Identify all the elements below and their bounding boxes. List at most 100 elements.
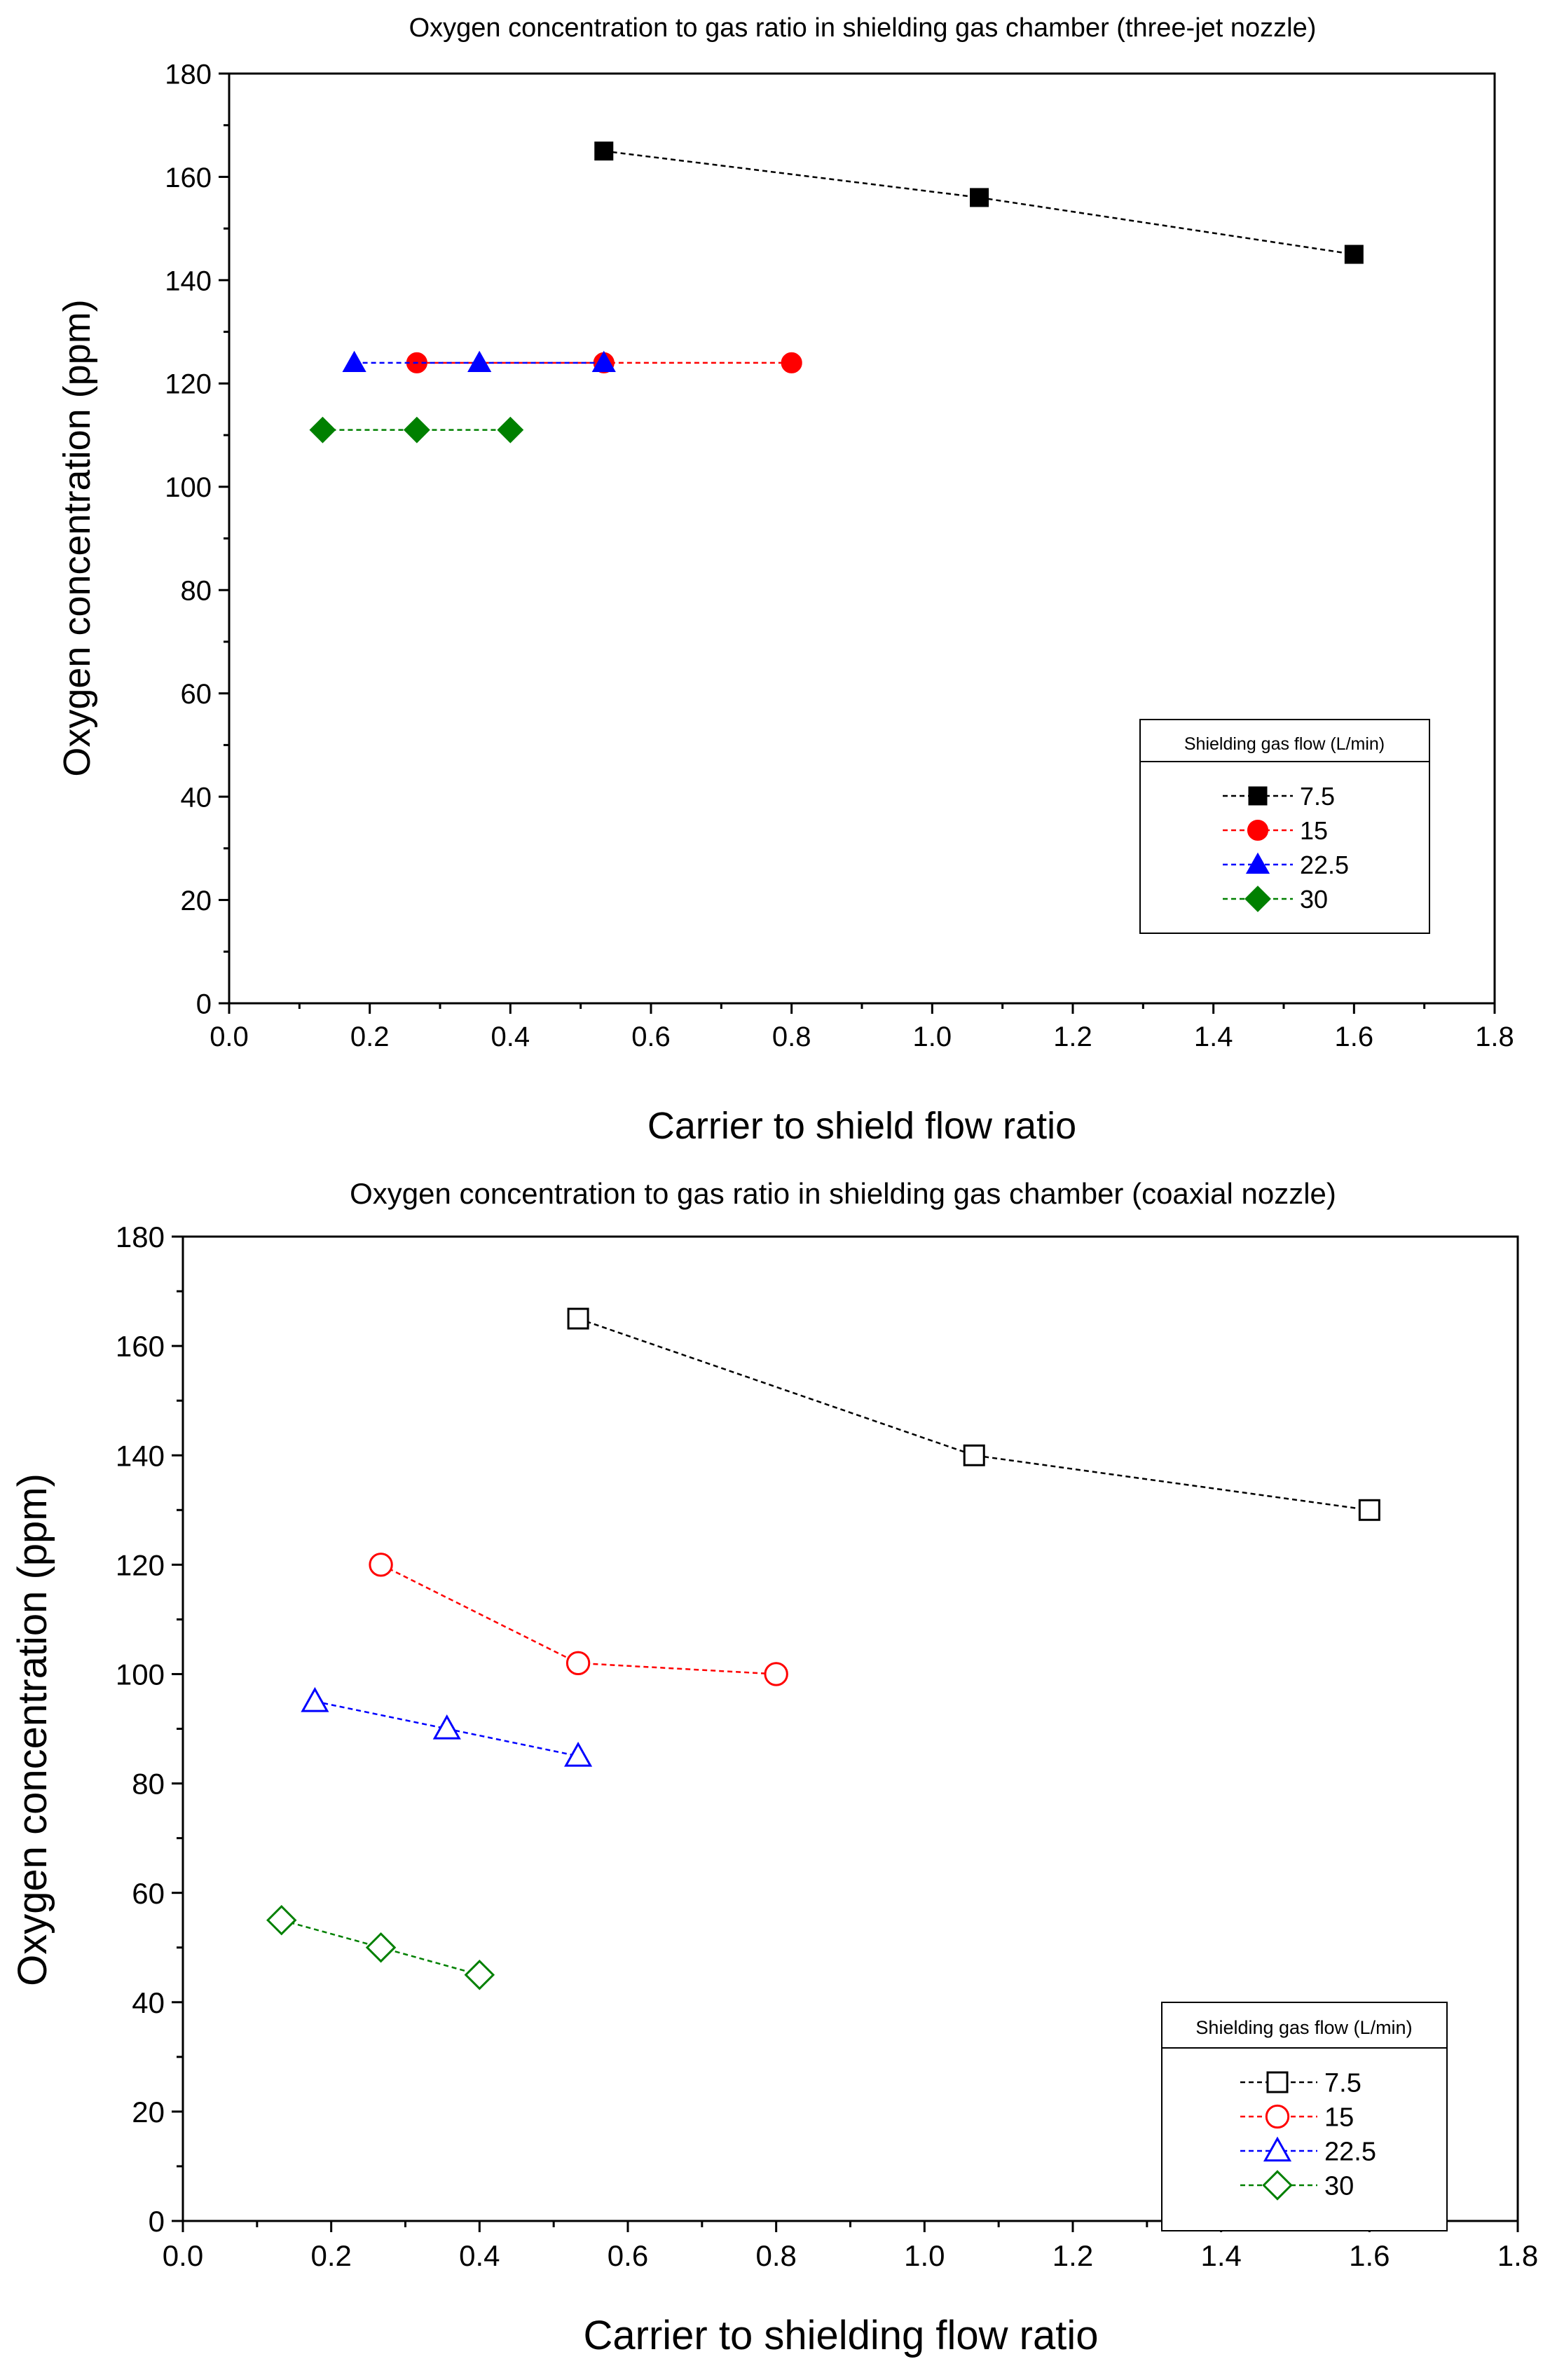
y-tick-label: 40 xyxy=(132,1986,165,2019)
x-tick-label: 1.0 xyxy=(904,2239,945,2272)
chart-three-jet-nozzle: Oxygen concentration to gas ratio in shi… xyxy=(56,13,1514,1147)
y-tick-label: 80 xyxy=(132,1768,165,1801)
legend: Shielding gas flow (L/min) 7.5 15 22.5 30 xyxy=(1139,719,1430,934)
x-tick-label: 0.8 xyxy=(772,1022,811,1052)
legend-frame xyxy=(1139,719,1430,934)
chart-title: Oxygen concentration to gas ratio in shi… xyxy=(409,13,1317,43)
legend-label: 15 xyxy=(1300,816,1328,845)
y-tick-label: 40 xyxy=(181,783,212,813)
data-point-22.5 xyxy=(591,350,616,373)
legend-label: 22.5 xyxy=(1324,2138,1376,2167)
y-tick-label: 120 xyxy=(116,1548,165,1581)
chart-coaxial-nozzle: Oxygen concentration to gas ratio in shi… xyxy=(10,1177,1538,2358)
legend-entries: 7.5 15 22.5 30 xyxy=(1240,2069,1376,2201)
x-tick-label: 0.6 xyxy=(631,1022,671,1052)
legend-marker xyxy=(1263,2136,1292,2162)
data-point-30 xyxy=(309,416,336,443)
y-tick-label: 20 xyxy=(132,2096,165,2128)
legend: Shielding gas flow (L/min) 7.5 15 22.5 30 xyxy=(1161,2002,1448,2231)
y-tick-label: 120 xyxy=(165,369,212,400)
data-point-22.5 xyxy=(467,350,492,373)
y-tick-label: 60 xyxy=(181,679,212,710)
data-point-30 xyxy=(266,1904,297,1936)
series-line-7.5 xyxy=(603,150,1354,256)
x-tick-label: 1.4 xyxy=(1194,1022,1233,1052)
x-tick-label: 1.0 xyxy=(913,1022,952,1052)
x-tick-label: 1.8 xyxy=(1475,1022,1514,1052)
data-point-30 xyxy=(464,1960,495,1990)
data-point-30 xyxy=(403,416,430,443)
x-tick-label: 1.8 xyxy=(1497,2239,1538,2272)
data-point-7.5 xyxy=(594,142,614,161)
x-tick-label: 1.2 xyxy=(1052,2239,1093,2272)
x-tick-label: 0.8 xyxy=(755,2239,796,2272)
legend-label: 30 xyxy=(1324,2172,1354,2201)
legend-marker xyxy=(1248,786,1268,806)
data-point-7.5 xyxy=(567,1307,589,1330)
data-point-15 xyxy=(764,1662,788,1686)
y-tick-label: 100 xyxy=(165,472,212,503)
data-point-15 xyxy=(565,1651,591,1676)
y-tick-label: 140 xyxy=(116,1439,165,1472)
legend-label: 7.5 xyxy=(1324,2069,1361,2098)
data-point-15 xyxy=(781,352,802,373)
legend-label: 7.5 xyxy=(1300,782,1335,811)
legend-label: 30 xyxy=(1300,885,1328,914)
y-tick-label: 160 xyxy=(116,1330,165,1363)
data-series xyxy=(266,1307,1380,1990)
y-tick-label: 60 xyxy=(132,1877,165,1910)
x-tick-label: 0.4 xyxy=(459,2239,500,2272)
legend-marker xyxy=(1262,2170,1293,2201)
data-point-7.5 xyxy=(1358,1499,1380,1521)
legend-marker xyxy=(1265,2104,1290,2129)
data-point-7.5 xyxy=(1344,245,1364,264)
x-tick-label: 0.2 xyxy=(350,1022,390,1052)
data-point-7.5 xyxy=(970,188,989,207)
x-tick-label: 0.0 xyxy=(210,1022,249,1052)
data-point-22.5 xyxy=(564,1741,593,1767)
legend-entries: 7.5 15 22.5 30 xyxy=(1223,782,1349,914)
y-tick-label: 180 xyxy=(165,59,212,90)
y-tick-label: 160 xyxy=(165,163,212,193)
legend-label: 15 xyxy=(1324,2103,1354,2133)
x-tick-label: 0.2 xyxy=(310,2239,351,2272)
x-tick-label: 1.6 xyxy=(1335,1022,1374,1052)
y-tick-label: 80 xyxy=(181,576,212,607)
x-axis-label: Carrier to shield flow ratio xyxy=(647,1105,1076,1147)
y-tick-label: 100 xyxy=(116,1658,165,1691)
legend-frame xyxy=(1161,2002,1448,2231)
x-axis-label: Carrier to shielding flow ratio xyxy=(584,2313,1099,2358)
data-point-22.5 xyxy=(301,1686,329,1712)
y-axis-label: Oxygen concentration (ppm) xyxy=(10,1473,55,1986)
y-tick-label: 0 xyxy=(149,2205,165,2238)
y-tick-label: 20 xyxy=(181,886,212,916)
legend-label: 22.5 xyxy=(1300,851,1349,879)
data-point-22.5 xyxy=(432,1714,461,1740)
data-point-22.5 xyxy=(342,350,366,373)
x-tick-label: 0.4 xyxy=(491,1022,530,1052)
y-tick-label: 140 xyxy=(165,266,212,296)
legend-marker xyxy=(1266,2071,1289,2093)
axis-ticks: 0.0 0.2 0.4 0.6 0.8 1.0 1.2 1.4 1.6 1.8 0 20 40 60 80 1… xyxy=(165,59,1514,1052)
data-point-15 xyxy=(369,1553,393,1577)
y-tick-label: 0 xyxy=(196,989,212,1019)
legend-title: Shielding gas flow (L/min) xyxy=(1195,2017,1412,2038)
x-tick-label: 1.6 xyxy=(1349,2239,1390,2272)
chart-title: Oxygen concentration to gas ratio in shi… xyxy=(350,1177,1336,1210)
x-tick-label: 1.2 xyxy=(1053,1022,1092,1052)
y-tick-label: 180 xyxy=(116,1220,165,1253)
x-tick-label: 1.4 xyxy=(1200,2239,1241,2272)
legend-marker xyxy=(1245,852,1270,874)
legend-title: Shielding gas flow (L/min) xyxy=(1184,734,1385,754)
data-series xyxy=(309,142,1364,443)
x-tick-label: 0.6 xyxy=(608,2239,648,2272)
legend-marker xyxy=(1244,886,1271,912)
x-tick-label: 0.0 xyxy=(163,2239,203,2272)
legend-marker xyxy=(1247,819,1269,841)
data-point-7.5 xyxy=(963,1444,985,1466)
data-point-30 xyxy=(497,416,524,443)
series-line-7.5 xyxy=(577,1317,1370,1511)
data-point-30 xyxy=(365,1932,397,1963)
axis-ticks: 0.0 0.2 0.4 0.6 0.8 1.0 1.2 1.4 1.6 1.8 0 20 40 60 80 1… xyxy=(116,1220,1538,2272)
